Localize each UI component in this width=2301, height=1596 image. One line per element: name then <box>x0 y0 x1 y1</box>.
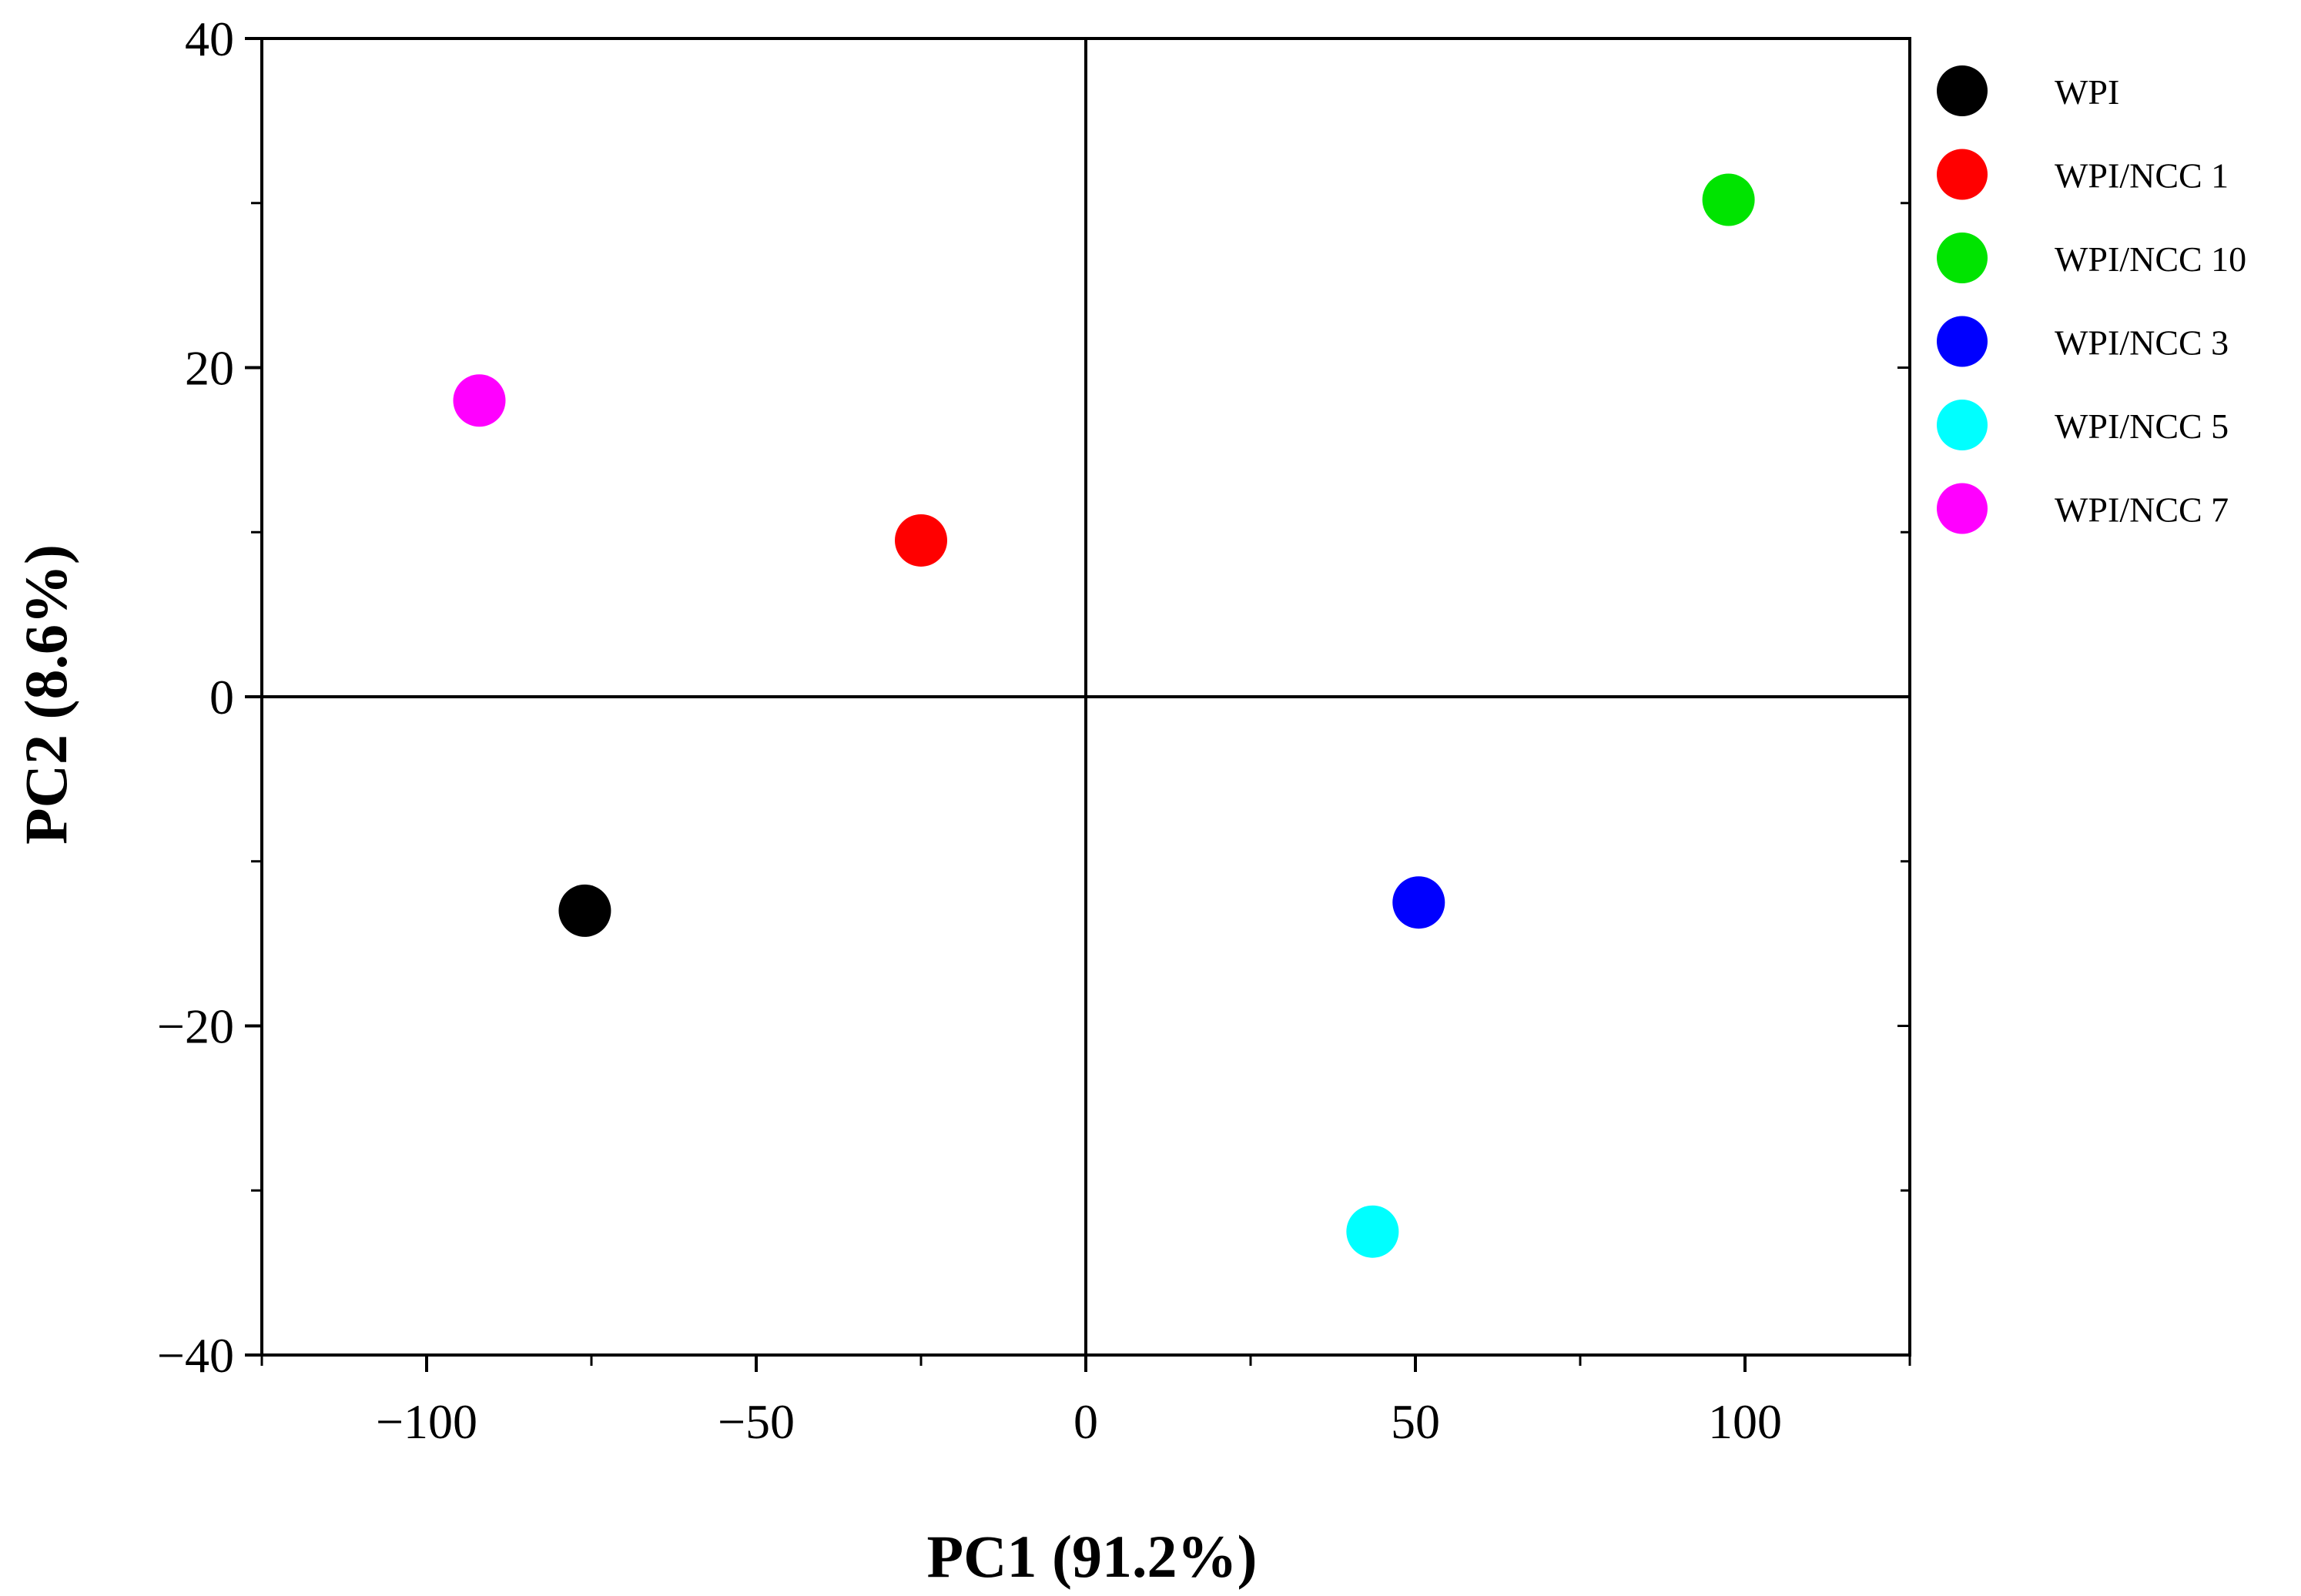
y-tick-label: 40 <box>185 12 234 66</box>
point-wpi-ncc-7 <box>453 374 506 427</box>
x-tick-label: 50 <box>1391 1394 1440 1449</box>
point-wpi-ncc-5 <box>1346 1205 1399 1258</box>
x-tick-label: −100 <box>376 1394 477 1449</box>
legend-label: WPI/NCC 7 <box>2055 490 2229 530</box>
legend: WPI WPI/NCC 1 WPI/NCC 10 WPI/NCC 3 WPI/NCC 5… <box>1937 65 2246 534</box>
y-tick-label: −40 <box>157 1328 234 1383</box>
y-tick-label: 0 <box>209 670 234 724</box>
legend-label: WPI <box>2055 72 2119 112</box>
x-axis-title: PC1 (91.2%) <box>927 1523 1258 1590</box>
legend-marker <box>1937 400 1988 450</box>
legend-marker <box>1937 149 1988 200</box>
y-tick-label: −20 <box>157 999 234 1054</box>
legend-marker <box>1937 65 1988 116</box>
x-tick-label: 0 <box>1073 1394 1098 1449</box>
legend-label: WPI/NCC 10 <box>2055 239 2246 279</box>
point-wpi-ncc-1 <box>895 514 947 567</box>
point-wpi-ncc-3 <box>1392 876 1445 929</box>
legend-marker <box>1937 316 1988 367</box>
axis-ticks: −100 −50 0 50 100 40 20 0 −20 −40 <box>157 12 1911 1449</box>
legend-marker <box>1937 233 1988 283</box>
data-points <box>453 173 1755 1258</box>
legend-label: WPI/NCC 5 <box>2055 407 2229 446</box>
y-axis-title: PC2 (8.6%) <box>12 544 79 845</box>
legend-label: WPI/NCC 3 <box>2055 323 2229 363</box>
legend-label: WPI/NCC 1 <box>2055 156 2229 196</box>
point-wpi-ncc-10 <box>1702 173 1755 226</box>
x-tick-label: 100 <box>1708 1394 1782 1449</box>
zero-reference-lines <box>262 38 1910 1355</box>
legend-marker <box>1937 483 1988 534</box>
y-tick-label: 20 <box>185 341 234 396</box>
point-wpi <box>558 884 611 937</box>
x-tick-label: −50 <box>718 1394 795 1449</box>
